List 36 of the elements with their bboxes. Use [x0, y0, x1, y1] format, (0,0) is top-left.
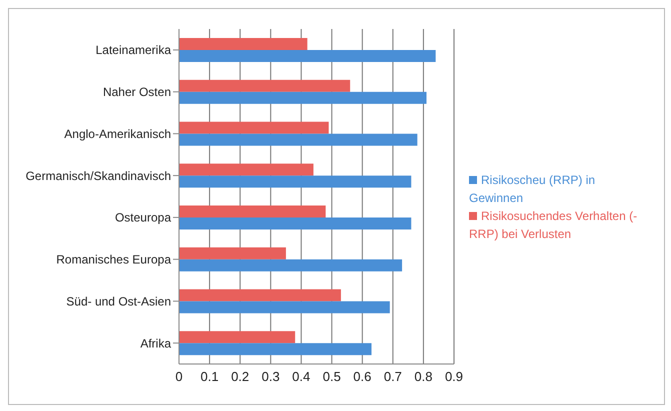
y-tick-label: Naher Osten [102, 85, 171, 100]
bar [179, 50, 436, 62]
bar [179, 176, 412, 188]
y-tick-label: Anglo-Amerikanisch [64, 126, 171, 141]
x-tick-label: 0.3 [262, 369, 280, 384]
bar [179, 92, 426, 104]
bar [179, 80, 350, 92]
bar [179, 206, 326, 218]
x-tick-label: 0.9 [444, 369, 464, 384]
y-tick-label: Afrika [140, 336, 172, 350]
x-tick-label: 0.2 [231, 369, 250, 384]
y-tick-label: Osteuropa [114, 210, 172, 225]
x-tick-label: 0 [175, 369, 183, 384]
bar [179, 134, 418, 146]
bar [179, 343, 372, 356]
bar [179, 247, 286, 260]
bar [179, 331, 296, 344]
bar [179, 259, 402, 272]
x-tick-label: 0.4 [292, 369, 310, 384]
x-tick-label: 0.8 [414, 369, 432, 384]
bar [179, 218, 412, 230]
y-tick-label: Lateinamerika [96, 43, 172, 58]
x-tick-label: 0.5 [322, 369, 341, 384]
x-tick-label: 0.1 [200, 369, 219, 384]
y-tick-label: Süd- und Ost-Asien [66, 294, 171, 308]
x-tick-label: 0.7 [384, 369, 402, 384]
bar [179, 122, 329, 134]
legend-label: Risikosuchendes Verhalten (-RRP) bei Verlusten [469, 208, 638, 240]
x-tick-label: 0.6 [353, 369, 372, 384]
bar [179, 164, 314, 176]
bar [179, 301, 390, 314]
bar [179, 289, 341, 302]
y-tick-label: Germanisch/Skandinavisch [26, 168, 171, 183]
y-tick-label: Romanisches Europa [56, 252, 172, 267]
legend-label: Risikoscheu (RRP) in Gewinnen [469, 172, 596, 204]
bar [179, 38, 308, 50]
